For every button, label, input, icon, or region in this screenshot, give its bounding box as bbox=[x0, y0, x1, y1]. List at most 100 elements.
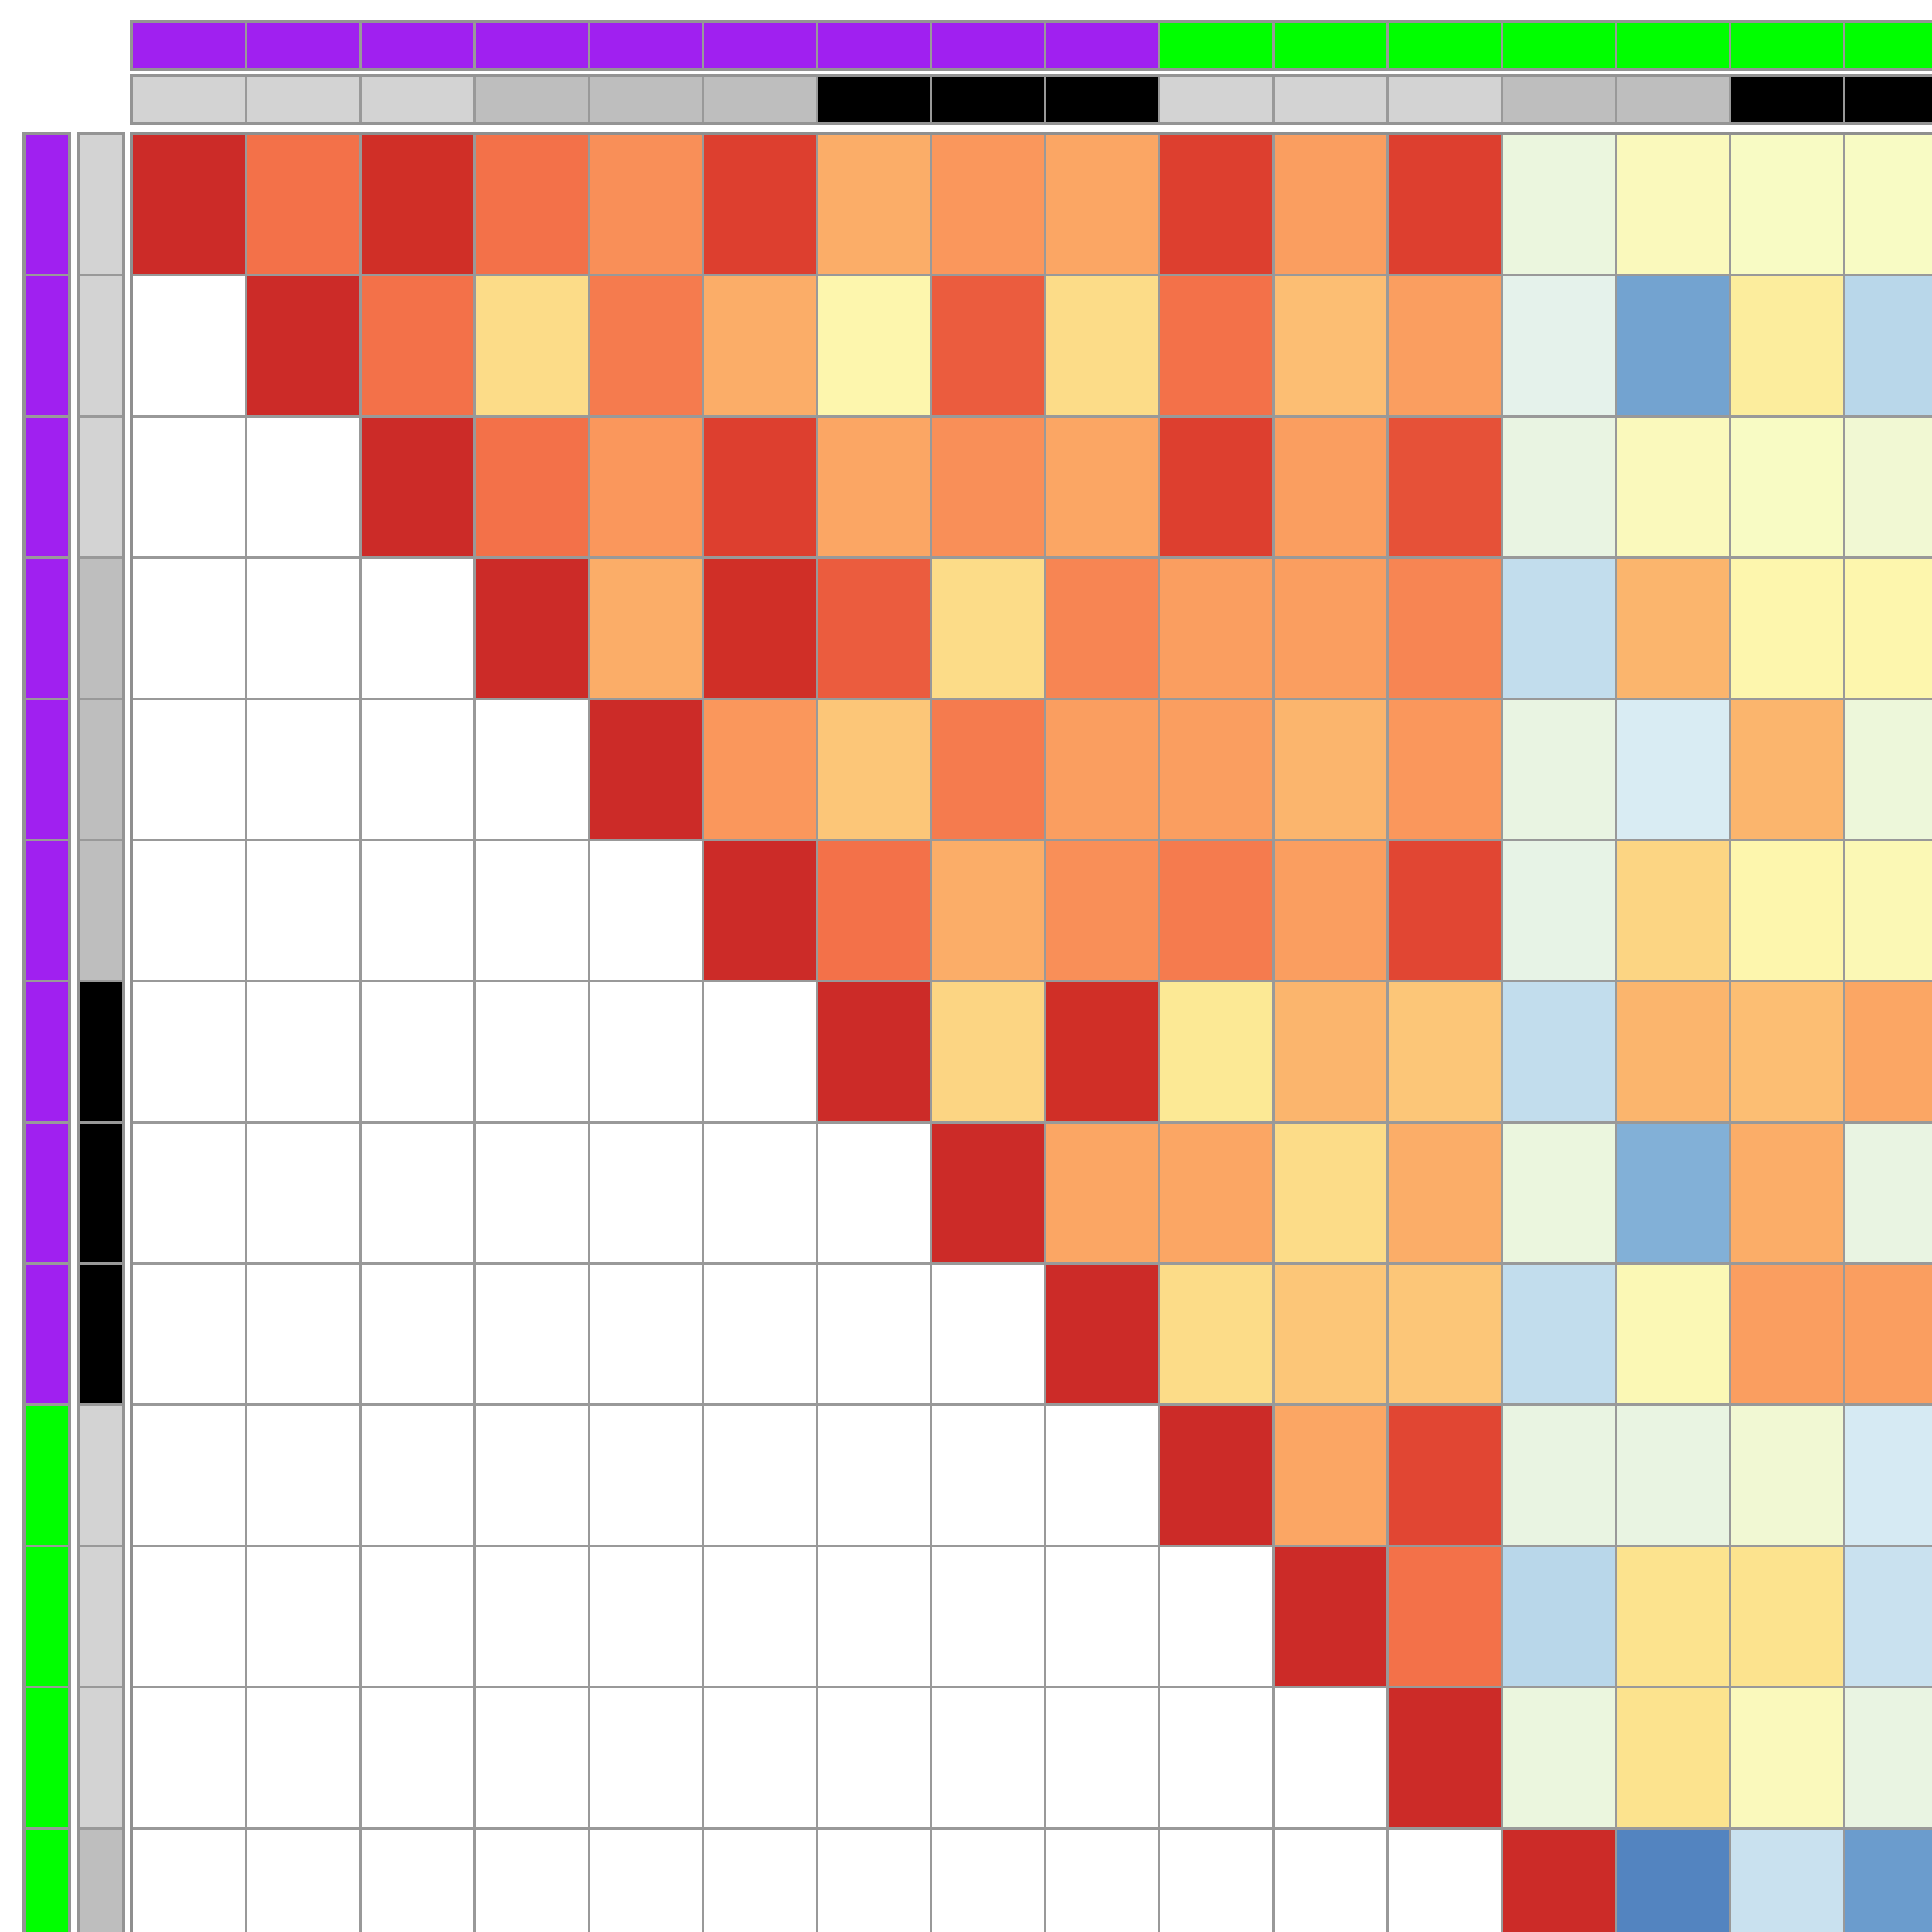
top-source-cell bbox=[247, 77, 359, 122]
heatmap-cell bbox=[818, 1265, 930, 1404]
heatmap-cell bbox=[1389, 417, 1501, 557]
heatmap-grid bbox=[130, 132, 1932, 1932]
heatmap-cell bbox=[1617, 1547, 1729, 1686]
left-source-cell bbox=[80, 1406, 122, 1545]
heatmap-cell bbox=[361, 1547, 474, 1686]
heatmap-cell bbox=[476, 982, 588, 1121]
heatmap-cell bbox=[1046, 1123, 1158, 1262]
heatmap-cell bbox=[361, 417, 474, 557]
heatmap-cell bbox=[1845, 1123, 1932, 1262]
top-affil-cell bbox=[133, 23, 245, 68]
heatmap-cell bbox=[1046, 982, 1158, 1121]
heatmap-cell bbox=[133, 559, 245, 698]
heatmap-cell bbox=[247, 1829, 359, 1932]
heatmap-cell bbox=[1389, 1688, 1501, 1827]
heatmap-cell bbox=[1046, 1547, 1158, 1686]
heatmap-cell bbox=[932, 1406, 1044, 1545]
heatmap-cell bbox=[1731, 982, 1843, 1121]
heatmap-cell bbox=[932, 559, 1044, 698]
heatmap-cell bbox=[590, 276, 702, 415]
heatmap-cell bbox=[476, 276, 588, 415]
left-affil-cell bbox=[26, 559, 68, 698]
left-annotation-bar-affil bbox=[22, 132, 71, 1932]
heatmap-cell bbox=[247, 700, 359, 839]
heatmap-cell bbox=[818, 276, 930, 415]
left-affil-cell bbox=[26, 1829, 68, 1932]
heatmap-cell bbox=[1274, 135, 1387, 274]
heatmap-cell bbox=[1731, 417, 1843, 557]
heatmap-cell bbox=[476, 1123, 588, 1262]
heatmap-cell bbox=[590, 1265, 702, 1404]
heatmap-cell bbox=[1503, 1123, 1615, 1262]
heatmap-cell bbox=[247, 1123, 359, 1262]
heatmap-cell bbox=[1389, 1123, 1501, 1262]
heatmap-cell bbox=[1046, 1265, 1158, 1404]
top-affil-cell bbox=[1389, 23, 1501, 68]
heatmap-cell bbox=[1046, 276, 1158, 415]
heatmap-cell bbox=[1617, 982, 1729, 1121]
heatmap-cell bbox=[1845, 1688, 1932, 1827]
heatmap-cell bbox=[476, 1547, 588, 1686]
heatmap-cell bbox=[1503, 559, 1615, 698]
left-affil-cell bbox=[26, 700, 68, 839]
left-affil-cell bbox=[26, 1688, 68, 1827]
heatmap-cell bbox=[1617, 559, 1729, 698]
heatmap-cell bbox=[476, 559, 588, 698]
heatmap-cell bbox=[1046, 135, 1158, 274]
heatmap-cell bbox=[590, 417, 702, 557]
heatmap-cell bbox=[1617, 841, 1729, 980]
heatmap-cell bbox=[1731, 1688, 1843, 1827]
heatmap-cell bbox=[1160, 276, 1272, 415]
heatmap-cell bbox=[247, 417, 359, 557]
top-source-cell bbox=[1503, 77, 1615, 122]
top-affil-cell bbox=[590, 23, 702, 68]
heatmap-cell bbox=[1274, 1406, 1387, 1545]
heatmap-cell bbox=[1503, 700, 1615, 839]
heatmap-cell bbox=[1503, 135, 1615, 274]
heatmap-cell bbox=[818, 559, 930, 698]
top-source-cell bbox=[1274, 77, 1387, 122]
heatmap-cell bbox=[818, 135, 930, 274]
heatmap-cell bbox=[1503, 1265, 1615, 1404]
heatmap-cell bbox=[590, 982, 702, 1121]
top-source-cell bbox=[1160, 77, 1272, 122]
heatmap-cell bbox=[247, 276, 359, 415]
heatmap-cell bbox=[818, 700, 930, 839]
heatmap-cell bbox=[1731, 1265, 1843, 1404]
heatmap-cell bbox=[1389, 559, 1501, 698]
heatmap-cell bbox=[1160, 841, 1272, 980]
heatmap-cell bbox=[1160, 700, 1272, 839]
heatmap-cell bbox=[1617, 1406, 1729, 1545]
heatmap-cell bbox=[590, 1547, 702, 1686]
heatmap-cell bbox=[932, 1547, 1044, 1686]
heatmap-cell bbox=[1046, 417, 1158, 557]
top-source-cell bbox=[704, 77, 816, 122]
top-annotation-bar-affil bbox=[130, 20, 1932, 71]
heatmap-cell bbox=[361, 276, 474, 415]
heatmap-cell bbox=[1274, 1265, 1387, 1404]
heatmap-cell bbox=[818, 417, 930, 557]
heatmap-cell bbox=[1845, 1265, 1932, 1404]
top-affil-cell bbox=[247, 23, 359, 68]
heatmap-cell bbox=[247, 1406, 359, 1545]
heatmap-cell bbox=[1845, 1406, 1932, 1545]
heatmap-cell bbox=[1389, 982, 1501, 1121]
heatmap-cell bbox=[1160, 417, 1272, 557]
heatmap-cell bbox=[1503, 417, 1615, 557]
heatmap-cell bbox=[1731, 1406, 1843, 1545]
left-source-cell bbox=[80, 1265, 122, 1404]
left-source-cell bbox=[80, 982, 122, 1121]
heatmap-cell bbox=[1274, 1123, 1387, 1262]
heatmap-cell bbox=[133, 1123, 245, 1262]
heatmap-cell bbox=[361, 700, 474, 839]
top-affil-cell bbox=[1845, 23, 1932, 68]
heatmap-cell bbox=[932, 841, 1044, 980]
heatmap-cell bbox=[476, 841, 588, 980]
heatmap-cell bbox=[932, 135, 1044, 274]
heatmap-cell bbox=[590, 1123, 702, 1262]
top-source-cell bbox=[361, 77, 474, 122]
top-source-cell bbox=[476, 77, 588, 122]
heatmap-cell bbox=[1160, 1688, 1272, 1827]
top-affil-cell bbox=[1617, 23, 1729, 68]
